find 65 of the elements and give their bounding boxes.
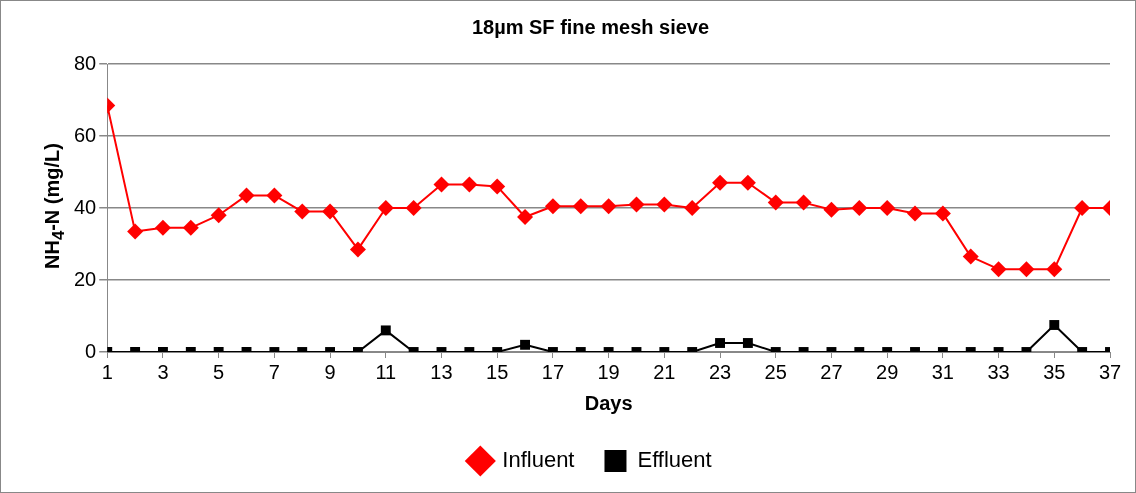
point [572,198,589,215]
point [461,176,478,193]
x-tick-label: 13 [430,360,453,383]
point [600,198,617,215]
x-tick-label: 7 [268,360,280,383]
point [154,219,171,236]
point [517,209,534,225]
point [712,174,729,191]
x-tick-label: 29 [876,360,899,383]
chart-title: 18µm SF fine mesh sieve [471,15,710,38]
point [628,196,645,213]
point [210,207,227,224]
x-tick-label: 1 [101,360,113,383]
point [795,194,812,211]
x-tick-label: 3 [157,360,169,383]
legend-label: Effluent [637,447,712,473]
point [1074,200,1091,216]
point [377,200,394,216]
point [656,196,673,213]
point [520,339,531,350]
point [266,187,283,204]
point [294,203,311,220]
y-tick-label: 60 [74,123,97,146]
x-tick-label: 37 [1098,360,1122,383]
x-tick-label: 23 [708,360,732,383]
point [405,200,422,216]
point [739,174,756,191]
y-tick-label: 0 [85,339,97,362]
point [322,203,339,220]
point [851,200,868,216]
point [879,200,896,216]
point [823,201,840,218]
x-tick-label: 35 [1043,360,1066,383]
point [1049,320,1060,330]
point [544,198,561,215]
x-tick-label: 11 [375,360,397,383]
point [684,200,701,216]
x-tick-label: 17 [541,360,565,383]
point [1018,261,1035,278]
x-tick-label: 31 [931,360,954,383]
point [962,248,979,265]
x-axis-title: Days [584,391,633,414]
x-tick-label: 21 [653,360,676,383]
x-tick-label: 19 [597,360,620,383]
legend-label: Influent [502,447,575,473]
x-tick-label: 9 [324,360,336,383]
point [433,176,450,193]
point [127,223,144,240]
point [907,205,924,222]
point [238,187,255,204]
point [349,241,366,258]
x-tick-label: 27 [820,360,843,383]
point [934,205,951,222]
x-tick-label: 5 [213,360,225,383]
point [767,194,784,211]
x-tick-label: 25 [764,360,787,383]
y-tick-label: 40 [74,195,97,218]
point [182,219,199,236]
y-tick-label: 80 [74,51,97,74]
x-tick-label: 15 [486,360,509,383]
point [990,261,1007,278]
x-tick-label: 33 [987,360,1010,383]
point [1046,261,1063,278]
point [489,178,506,195]
y-tick-label: 20 [74,267,97,290]
